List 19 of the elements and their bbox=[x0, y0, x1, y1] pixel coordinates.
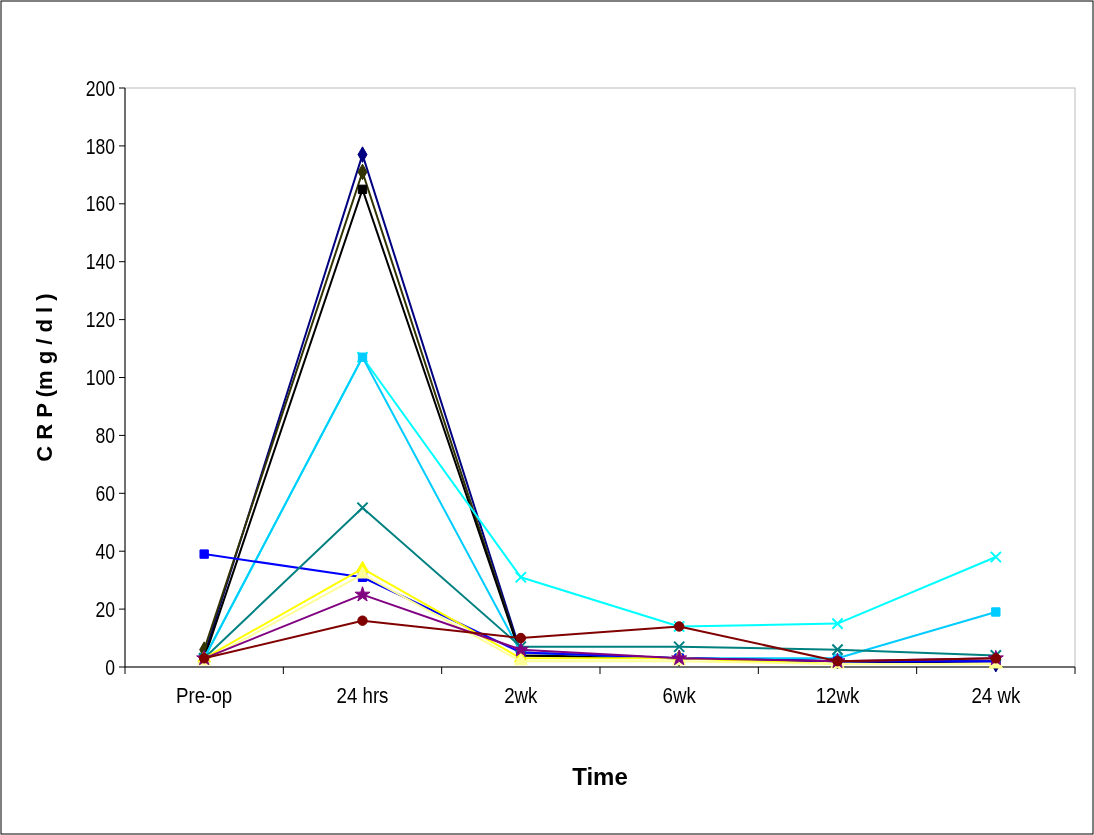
y-tick-label: 100 bbox=[85, 365, 115, 390]
y-tick-label: 200 bbox=[85, 75, 115, 101]
y-tick-label: 120 bbox=[85, 307, 115, 332]
y-tick-label: 20 bbox=[95, 596, 115, 622]
x-axis-title: Time bbox=[572, 763, 628, 790]
y-tick-label: 140 bbox=[85, 249, 115, 274]
x-tick-label: 2wk bbox=[504, 683, 539, 708]
y-axis-title: C R P (m g / d l ) bbox=[32, 293, 57, 462]
y-tick-label: 80 bbox=[95, 423, 115, 448]
x-tick-label: Pre-op bbox=[176, 683, 233, 708]
y-tick-label: 160 bbox=[85, 191, 115, 216]
y-tick-label: 60 bbox=[95, 481, 115, 506]
x-tick-label: 12wk bbox=[815, 683, 861, 708]
x-tick-label: 24 wk bbox=[971, 683, 1021, 708]
y-tick-label: 0 bbox=[105, 654, 115, 680]
x-tick-label: 24 hrs bbox=[336, 683, 389, 708]
y-tick-label: 180 bbox=[85, 133, 115, 159]
y-tick-label: 40 bbox=[95, 539, 115, 564]
x-tick-label: 6wk bbox=[662, 683, 697, 708]
